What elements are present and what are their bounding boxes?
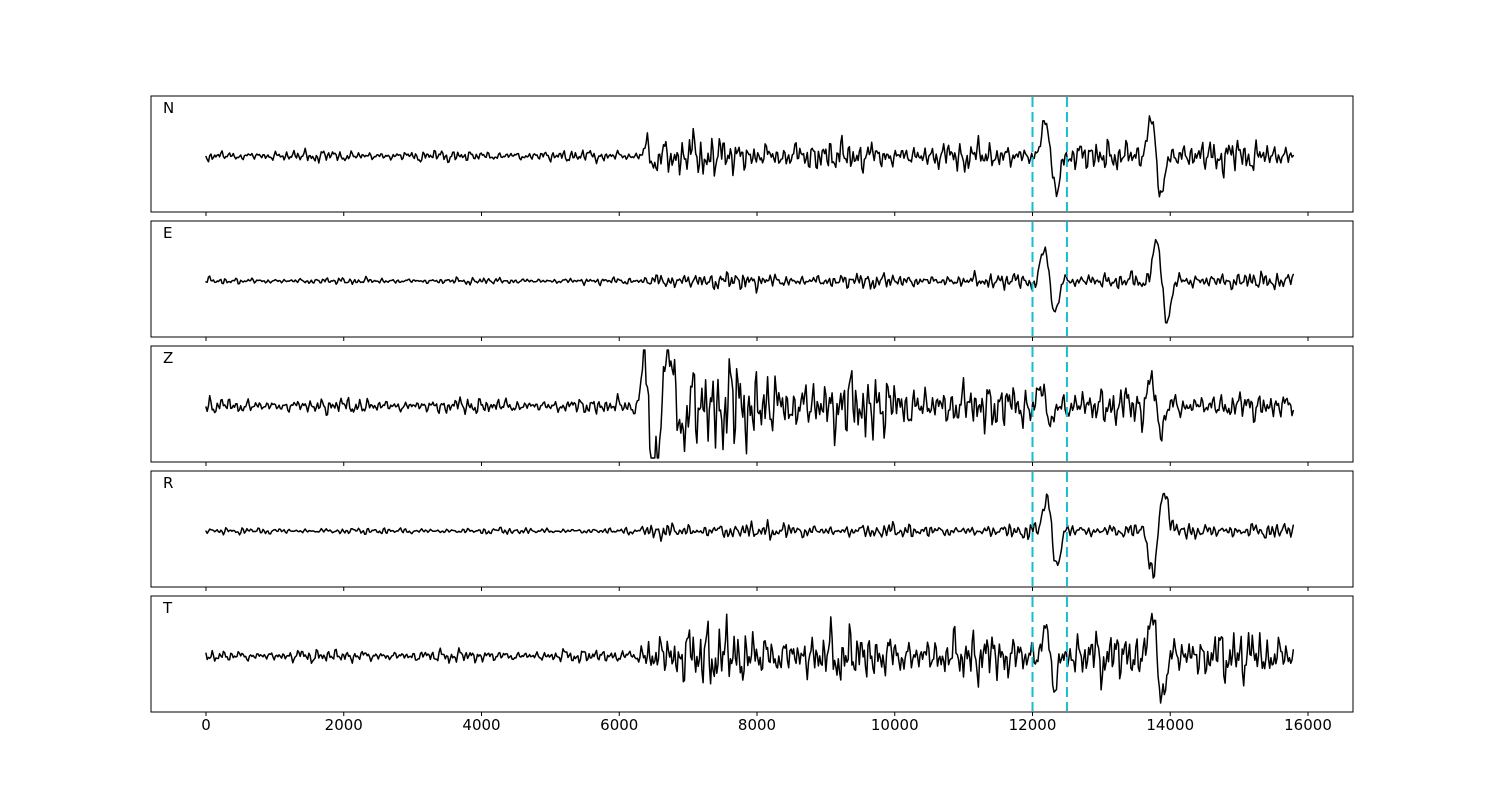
panel-E: E: [150, 220, 1354, 341]
waveform-trace-R: [205, 492, 1295, 579]
x-tick-label: 12000: [1009, 716, 1057, 734]
waveform-trace-N: [205, 115, 1295, 198]
panel-label-E: E: [163, 224, 172, 242]
panel-label-T: T: [162, 599, 173, 617]
panel-R: R: [150, 470, 1354, 591]
x-tick-label: 6000: [600, 716, 638, 734]
waveform-trace-E: [205, 238, 1295, 324]
x-tick-label: 4000: [462, 716, 500, 734]
x-tick-label: 16000: [1284, 716, 1332, 734]
x-tick-label: 8000: [738, 716, 776, 734]
panel-frame-T: [150, 595, 1354, 713]
panel-frame-N: [150, 95, 1354, 213]
panel-N: N: [150, 95, 1354, 216]
x-tick-label: 2000: [325, 716, 363, 734]
x-tick-label: 14000: [1146, 716, 1194, 734]
waveform-trace-Z: [205, 349, 1295, 459]
panel-T: T: [150, 595, 1354, 716]
x-tick-label: 10000: [871, 716, 919, 734]
waveform-trace-T: [205, 612, 1295, 704]
panel-label-N: N: [163, 99, 174, 117]
panel-label-R: R: [163, 474, 173, 492]
panel-frame-R: [150, 470, 1354, 588]
panel-Z: Z: [150, 345, 1354, 466]
panel-label-Z: Z: [163, 349, 173, 367]
panel-frame-E: [150, 220, 1354, 338]
x-tick-label: 0: [201, 716, 211, 734]
panel-frame-Z: [150, 345, 1354, 463]
